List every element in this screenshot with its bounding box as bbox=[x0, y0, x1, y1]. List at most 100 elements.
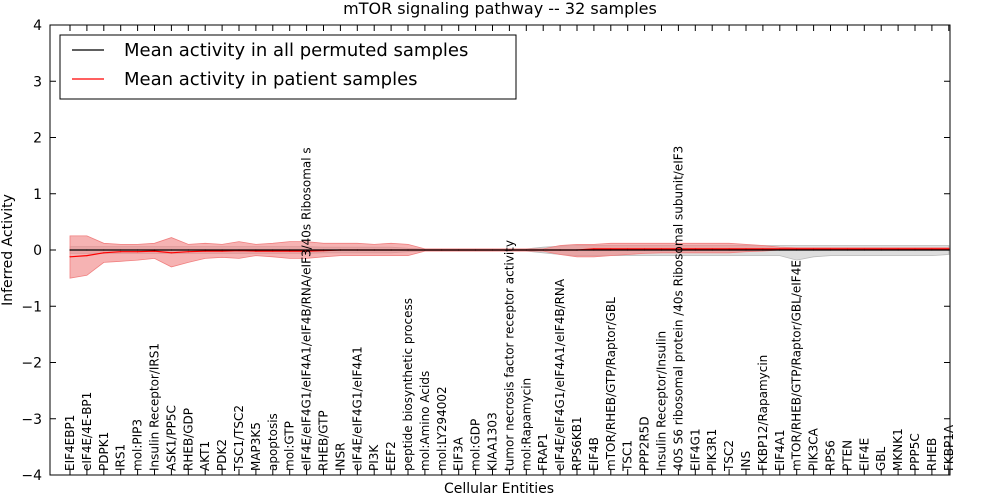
x-tick-label: PTEN bbox=[840, 440, 854, 471]
x-tick-label: mol:Amino Acids bbox=[418, 371, 432, 471]
y-axis-label: Inferred Activity bbox=[0, 194, 16, 306]
point-series-0 bbox=[255, 249, 257, 251]
point-series-0 bbox=[120, 249, 122, 251]
point-series-1 bbox=[306, 250, 308, 252]
point-series-1 bbox=[86, 255, 88, 257]
point-series-1 bbox=[289, 250, 291, 252]
point-series-1 bbox=[204, 250, 206, 252]
x-tick-label: MAP3K5 bbox=[249, 422, 263, 471]
point-series-0 bbox=[525, 249, 527, 251]
x-tick-label: eIF4E/eIF4G1/eIF4A1 bbox=[350, 346, 364, 471]
point-series-0 bbox=[272, 249, 274, 251]
x-tick-label: PIK3CA bbox=[807, 427, 821, 471]
x-axis: EIF4EBP1 eIF4E/4E-BP1 PDPK1 IRS1 mol:PIP3 Ins… bbox=[63, 25, 956, 475]
point-series-1 bbox=[846, 248, 849, 250]
x-tick-label: EIF3A bbox=[452, 436, 466, 471]
chart-title: mTOR signaling pathway -- 32 samples bbox=[343, 0, 657, 18]
point-series-0 bbox=[289, 249, 291, 251]
x-tick-label: INSR bbox=[333, 443, 347, 471]
point-series-0 bbox=[339, 249, 341, 251]
x-tick-label: eIF4E/eIF4G1/eIF4A1/eIF4B/RNA/eIF3/40s R… bbox=[300, 147, 314, 471]
x-tick-label: RPS6 bbox=[824, 440, 838, 471]
point-series-0 bbox=[677, 249, 680, 251]
y-tick-label: −4 bbox=[21, 468, 42, 484]
series-lines bbox=[69, 248, 950, 258]
point-series-1 bbox=[660, 248, 663, 250]
point-series-1 bbox=[187, 251, 189, 253]
point-series-0 bbox=[407, 249, 409, 251]
y-axis: −4 −3 −2 −1 0 1 2 3 4 bbox=[21, 18, 950, 484]
point-series-0 bbox=[728, 249, 730, 251]
point-series-0 bbox=[846, 249, 849, 251]
x-tick-label: RHEB/GDP bbox=[181, 408, 195, 471]
point-series-0 bbox=[137, 249, 139, 251]
point-series-1 bbox=[627, 248, 629, 250]
x-tick-label: PDPK1 bbox=[97, 432, 111, 471]
point-series-0 bbox=[627, 249, 629, 251]
point-series-0 bbox=[69, 249, 71, 251]
point-series-1 bbox=[593, 248, 595, 250]
point-series-0 bbox=[458, 249, 460, 251]
point-series-1 bbox=[120, 251, 122, 253]
x-tick-label: TSC2 bbox=[722, 440, 736, 472]
point-series-1 bbox=[829, 248, 832, 250]
x-tick-label: mTOR/RHEB/GTP/Raptor/GBL bbox=[604, 297, 618, 471]
y-tick-label: 3 bbox=[33, 74, 42, 90]
point-series-0 bbox=[170, 249, 172, 251]
x-tick-label: TSC1/TSC2 bbox=[232, 405, 246, 472]
x-tick-label: EIF4EBP1 bbox=[63, 415, 77, 471]
point-series-0 bbox=[475, 249, 477, 251]
x-tick-label: peptide biosynthetic process bbox=[401, 298, 415, 471]
point-series-0 bbox=[86, 249, 88, 251]
x-tick-label: PDK2 bbox=[215, 439, 229, 471]
point-series-1 bbox=[153, 250, 156, 252]
x-tick-label: FKBP1A bbox=[942, 424, 956, 471]
x-tick-label: mTOR/RHEB/GTP/Raptor/GBL/eIF4E bbox=[790, 260, 804, 471]
x-tick-label: mol:GDP bbox=[469, 419, 483, 471]
x-tick-label: 40S S6 ribosomal protein /40s Ribosomal … bbox=[671, 146, 685, 471]
x-tick-label: FKBP12/Rapamycin bbox=[756, 355, 770, 471]
x-tick-label: mol:Rapamycin bbox=[519, 378, 533, 471]
point-series-0 bbox=[491, 249, 494, 251]
y-tick-label: −1 bbox=[21, 299, 42, 315]
x-tick-label: RPS6KB1 bbox=[570, 416, 584, 471]
point-series-0 bbox=[187, 249, 189, 251]
y-tick-label: 2 bbox=[33, 131, 42, 147]
x-tick-label: EIF4B bbox=[587, 437, 601, 471]
point-series-0 bbox=[931, 249, 933, 251]
point-series-0 bbox=[610, 249, 612, 251]
point-series-0 bbox=[897, 249, 899, 251]
point-series-0 bbox=[829, 249, 832, 251]
point-series-0 bbox=[576, 249, 578, 251]
point-series-0 bbox=[441, 249, 443, 251]
point-series-1 bbox=[745, 248, 747, 250]
x-tick-label: TSC1 bbox=[621, 440, 635, 472]
x-tick-label: IRS1 bbox=[114, 444, 128, 471]
x-tick-label: EIF4E bbox=[857, 438, 871, 471]
y-tick-label: −3 bbox=[21, 412, 42, 428]
x-tick-label: MKNK1 bbox=[891, 428, 905, 471]
point-series-1 bbox=[880, 248, 882, 250]
point-series-1 bbox=[931, 248, 933, 250]
point-series-0 bbox=[813, 249, 815, 251]
x-tick-label: INS bbox=[739, 451, 753, 471]
point-series-0 bbox=[322, 249, 325, 251]
point-series-1 bbox=[728, 248, 730, 250]
x-tick-label: PI3K bbox=[367, 444, 381, 471]
point-series-1 bbox=[948, 248, 950, 250]
x-axis-label: Cellular Entities bbox=[444, 481, 554, 497]
y-tick-label: −2 bbox=[21, 356, 42, 372]
point-series-0 bbox=[103, 249, 105, 251]
x-tick-label: mol:GTP bbox=[283, 421, 297, 471]
x-tick-label: eIF4E/eIF4G1/eIF4A1/eIF4B/RNA bbox=[553, 278, 567, 471]
point-series-1 bbox=[897, 248, 899, 250]
x-tick-label: apoptosis bbox=[266, 413, 280, 471]
point-series-1 bbox=[644, 248, 646, 250]
point-series-0 bbox=[424, 249, 426, 251]
x-tick-label: mol:PIP3 bbox=[131, 419, 145, 471]
x-tick-label: Insulin Receptor/Insulin bbox=[655, 331, 669, 471]
point-series-1 bbox=[272, 250, 274, 252]
point-series-0 bbox=[880, 249, 882, 251]
x-tick-label: GBL bbox=[874, 446, 888, 471]
